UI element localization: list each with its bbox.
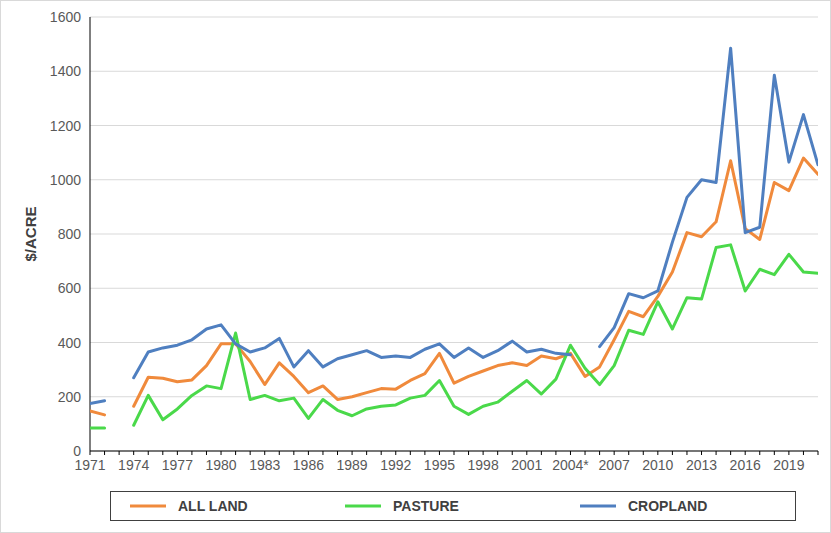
y-tick-label: 1600 <box>50 9 81 25</box>
series-line <box>90 245 818 428</box>
legend-swatch <box>345 505 381 508</box>
legend-label: PASTURE <box>393 498 459 514</box>
x-tick <box>352 451 353 455</box>
x-tick <box>424 451 425 455</box>
x-tick <box>148 451 149 455</box>
x-tick-label: 2019 <box>773 457 804 473</box>
grid-line <box>90 396 818 397</box>
x-tick <box>468 451 469 455</box>
x-tick <box>90 451 91 455</box>
x-tick <box>279 451 280 455</box>
plot-area <box>90 48 818 428</box>
x-tick-label: 1983 <box>249 457 280 473</box>
x-tick <box>818 451 819 455</box>
x-tick <box>774 451 775 455</box>
y-tick-label: 200 <box>58 389 82 405</box>
x-tick <box>337 451 338 455</box>
x-tick <box>672 451 673 455</box>
x-tick <box>206 451 207 455</box>
x-tick <box>730 451 731 455</box>
x-tick-label: 2013 <box>686 457 717 473</box>
x-tick-label: 2004* <box>552 457 589 473</box>
grid-line <box>90 71 818 72</box>
x-tick <box>759 451 760 455</box>
y-axis <box>90 17 91 451</box>
x-tick <box>483 451 484 455</box>
grid-line <box>90 17 818 18</box>
x-tick <box>541 451 542 455</box>
x-tick-label: 1989 <box>337 457 368 473</box>
y-tick-label: 400 <box>58 335 82 351</box>
x-tick-label: 1998 <box>468 457 499 473</box>
x-tick <box>701 451 702 455</box>
series-line <box>90 48 818 403</box>
x-tick <box>643 451 644 455</box>
x-tick <box>803 451 804 455</box>
legend-label: CROPLAND <box>628 498 707 514</box>
x-tick <box>585 451 586 455</box>
x-tick <box>308 451 309 455</box>
grid-line <box>90 342 818 343</box>
x-tick <box>264 451 265 455</box>
x-tick <box>250 451 251 455</box>
y-tick-label: 1200 <box>50 118 81 134</box>
x-tick-label: 1980 <box>205 457 236 473</box>
x-tick <box>570 451 571 455</box>
series-line <box>90 158 818 415</box>
x-tick <box>293 451 294 455</box>
x-tick-label: 1995 <box>424 457 455 473</box>
x-tick <box>104 451 105 455</box>
x-tick <box>497 451 498 455</box>
x-tick-label: 1974 <box>118 457 149 473</box>
y-axis-label: $/ACRE <box>22 206 39 261</box>
y-tick-label: 1000 <box>50 172 81 188</box>
x-tick <box>381 451 382 455</box>
x-tick-label: 2001 <box>511 457 542 473</box>
x-tick <box>395 451 396 455</box>
x-tick <box>177 451 178 455</box>
x-tick <box>162 451 163 455</box>
legend-swatch <box>130 505 166 508</box>
chart-border <box>1 1 831 533</box>
legend-box <box>111 492 796 521</box>
x-tick <box>526 451 527 455</box>
y-tick-label: 1400 <box>50 63 81 79</box>
x-tick-label: 2016 <box>730 457 761 473</box>
x-tick <box>657 451 658 455</box>
y-tick-label: 600 <box>58 280 82 296</box>
grid-line <box>90 234 818 235</box>
x-tick-label: 1992 <box>380 457 411 473</box>
x-tick <box>614 451 615 455</box>
x-tick-label: 1977 <box>162 457 193 473</box>
x-tick <box>512 451 513 455</box>
grid-line <box>90 288 818 289</box>
x-tick <box>599 451 600 455</box>
x-tick <box>410 451 411 455</box>
x-tick-label: 1986 <box>293 457 324 473</box>
legend: ALL LAND PASTURE CROPLAND <box>111 492 796 521</box>
x-tick <box>119 451 120 455</box>
x-tick <box>221 451 222 455</box>
x-tick-label: 1971 <box>74 457 105 473</box>
x-tick-label: 2007 <box>599 457 630 473</box>
x-tick <box>191 451 192 455</box>
chart: 0200400600800100012001400160019711974197… <box>0 0 831 533</box>
x-tick <box>555 451 556 455</box>
x-tick <box>366 451 367 455</box>
x-tick <box>133 451 134 455</box>
x-tick-label: 2010 <box>642 457 673 473</box>
y-tick-label: 800 <box>58 226 82 242</box>
x-tick <box>628 451 629 455</box>
x-tick <box>788 451 789 455</box>
x-tick <box>235 451 236 455</box>
x-tick <box>439 451 440 455</box>
x-tick <box>745 451 746 455</box>
x-tick <box>454 451 455 455</box>
legend-label: ALL LAND <box>178 498 248 514</box>
x-tick <box>716 451 717 455</box>
x-tick <box>322 451 323 455</box>
grid-line <box>90 125 818 126</box>
legend-swatch <box>580 505 616 508</box>
x-tick <box>686 451 687 455</box>
